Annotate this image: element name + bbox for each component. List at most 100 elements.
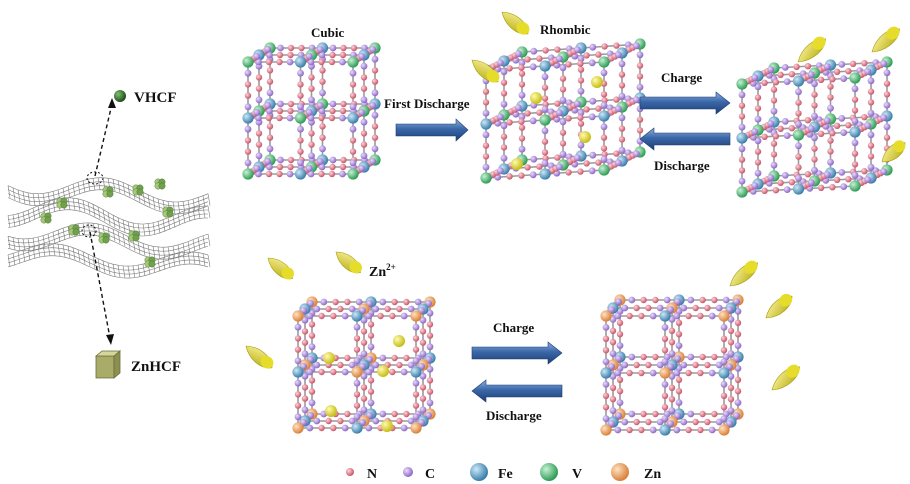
atom-n — [350, 44, 358, 52]
atom-n — [426, 377, 434, 384]
atom-legend: N C Fe V Zn — [346, 463, 661, 482]
atom-n — [482, 153, 490, 160]
atom-n — [616, 376, 624, 383]
atom-n — [668, 384, 676, 391]
atom-c — [313, 417, 321, 425]
atom-n — [360, 384, 368, 391]
graphene-sheet-line — [122, 182, 126, 195]
atom-c — [308, 96, 315, 104]
atom-n — [255, 85, 263, 92]
graphene-sheet-line — [197, 206, 201, 219]
atom-c — [795, 120, 802, 128]
atom-c — [360, 350, 368, 358]
graphene-sheet-line — [12, 253, 16, 266]
atom-c — [482, 163, 490, 171]
atom-c — [316, 102, 324, 109]
atom-n — [265, 58, 273, 66]
first-discharge-label: First Discharge — [384, 96, 470, 111]
atom-v — [849, 72, 861, 84]
atom-c — [726, 363, 733, 370]
zn-ion-drop — [245, 345, 274, 369]
atom-c — [661, 324, 669, 331]
atom-c — [574, 154, 581, 162]
atom-n — [577, 114, 584, 121]
atom-n — [541, 95, 549, 102]
atom-c — [244, 125, 252, 133]
graphene-sheet-line — [152, 246, 156, 259]
atom-n — [788, 125, 796, 132]
atom-c — [589, 43, 597, 51]
atom-c — [316, 158, 324, 165]
atom-n — [788, 71, 796, 78]
atom-c — [661, 415, 669, 422]
atom-c — [661, 358, 669, 365]
zn-ion-drop — [335, 251, 363, 274]
atom-n — [727, 396, 735, 403]
graphene-sheet-line — [107, 262, 111, 275]
atom-c — [400, 368, 408, 376]
atom-c — [754, 169, 762, 177]
atom-c — [264, 158, 272, 165]
atom-c — [838, 61, 846, 68]
atom-n — [633, 418, 640, 426]
graphene-sheet-line — [202, 206, 206, 219]
atom-n — [329, 107, 336, 115]
atom-c — [636, 83, 644, 91]
graphene-sheet-line — [117, 231, 121, 244]
graphene-sheet-line — [112, 179, 116, 192]
atom-n — [770, 151, 778, 158]
inserted-zn-ion — [377, 365, 389, 377]
atom-c — [661, 381, 669, 388]
atom-c — [371, 89, 379, 97]
atom-n — [675, 388, 683, 395]
atom-c — [616, 399, 624, 406]
atom-c — [880, 168, 888, 176]
atom-n — [353, 346, 361, 353]
atom-c — [307, 170, 315, 178]
atom-n — [518, 64, 525, 71]
nanoparticle — [44, 216, 52, 224]
atom-c — [807, 125, 815, 132]
atom-c — [244, 69, 252, 77]
atom-c — [577, 87, 585, 95]
atom-n — [565, 169, 572, 176]
atom-n — [482, 88, 490, 95]
atom-c — [297, 103, 304, 111]
atom-n — [833, 122, 841, 129]
atom-n — [482, 99, 490, 106]
atom-c — [827, 104, 834, 112]
zn-ion-drop — [871, 26, 900, 53]
atom-n — [371, 134, 379, 141]
graphene-sheet-line — [82, 251, 86, 264]
atom-n — [636, 116, 644, 123]
graphene-sheet-line — [187, 200, 191, 213]
atom-c — [708, 369, 716, 377]
atom-n — [817, 130, 825, 137]
graphene-sheet-line — [77, 249, 81, 262]
atom-c — [360, 316, 368, 324]
atom-v — [480, 172, 492, 184]
atom-n — [308, 332, 316, 339]
atom-n — [389, 312, 396, 320]
atom-c — [349, 69, 357, 77]
nanoparticle — [102, 236, 110, 244]
atom-c — [255, 114, 262, 122]
atom-c — [305, 109, 313, 116]
atom-c — [795, 174, 802, 182]
atom-c — [500, 68, 508, 76]
atom-c — [687, 353, 695, 361]
atom-c — [883, 101, 891, 109]
atom-n — [867, 142, 875, 149]
graphene-sheet-line — [202, 235, 206, 248]
atom-c — [783, 186, 791, 194]
atom-n — [426, 321, 434, 328]
graphene-sheet-line — [32, 193, 36, 206]
graphene-sheet-line — [137, 241, 141, 254]
graphene-sheet-line — [117, 265, 121, 278]
vhcf-label: VHCF — [134, 90, 177, 106]
atom-n — [636, 127, 644, 134]
graphene-sheet-line — [122, 219, 126, 232]
atom-n — [867, 88, 875, 95]
atom-n — [391, 298, 398, 306]
atom-n — [344, 410, 351, 418]
